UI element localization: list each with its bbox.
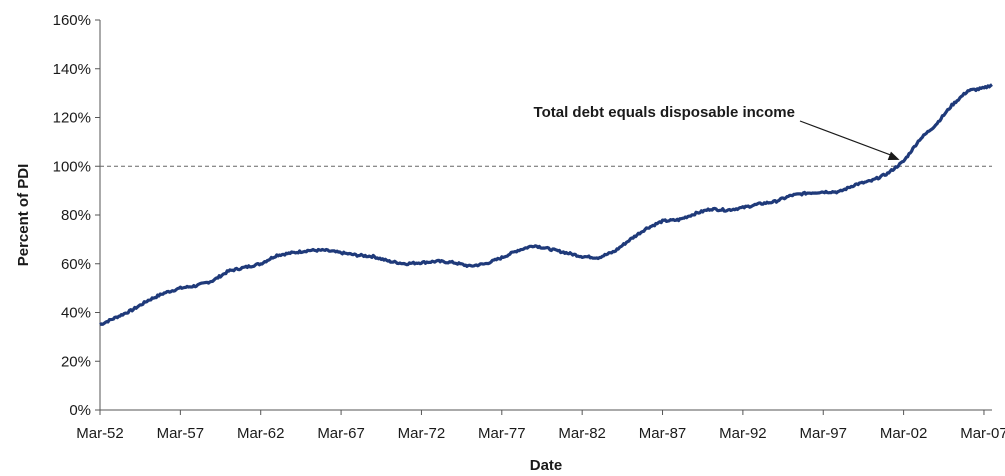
annotation-arrowhead <box>887 151 900 161</box>
x-tick-label: Mar-57 <box>157 425 205 442</box>
y-tick-label: 40% <box>61 305 91 322</box>
x-ticks: Mar-52 Mar-57 Mar-62 Mar-67 Mar-72 Mar-77 Mar-… <box>76 410 1005 442</box>
x-axis-title: Date <box>530 457 563 474</box>
x-tick-label: Mar-52 <box>76 425 124 442</box>
y-tick-label: 80% <box>61 207 91 224</box>
y-ticks: 0% 20% 40% 60% 80% 100% 120% 140% 160% <box>53 12 100 419</box>
plot-area: 0%20%40%60%80%100%120%140%160% Mar-52 Mar… <box>53 12 1005 442</box>
y-tick-label: 60% <box>61 256 91 273</box>
x-tick-label: Mar-87 <box>639 425 687 442</box>
annotation-arrow <box>799 120 896 158</box>
y-tick-label: 100% <box>53 158 91 175</box>
y-tick-label: 160% <box>53 12 91 29</box>
y-tick-label: 0% <box>69 402 91 419</box>
x-tick-label: Mar-62 <box>237 425 285 442</box>
annotation: Total debt equals disposable income <box>534 104 900 161</box>
x-tick-label: Mar-77 <box>478 425 526 442</box>
y-tick-label: 20% <box>61 353 91 370</box>
annotation-text: Total debt equals disposable income <box>534 104 795 121</box>
x-tick-label: Mar-97 <box>799 425 847 442</box>
x-tick-label: Mar-02 <box>880 425 928 442</box>
x-tick-label: Mar-07 <box>960 425 1005 442</box>
y-tick-label: 140% <box>53 61 91 78</box>
series-line <box>99 83 993 327</box>
x-tick-label: Mar-82 <box>558 425 606 442</box>
x-tick-label: Mar-92 <box>719 425 767 442</box>
x-tick-label: Mar-67 <box>317 425 365 442</box>
y-axis-title: Percent of PDI <box>15 164 32 267</box>
x-tick-label: Mar-72 <box>398 425 446 442</box>
y-tick-label: 120% <box>53 110 91 127</box>
